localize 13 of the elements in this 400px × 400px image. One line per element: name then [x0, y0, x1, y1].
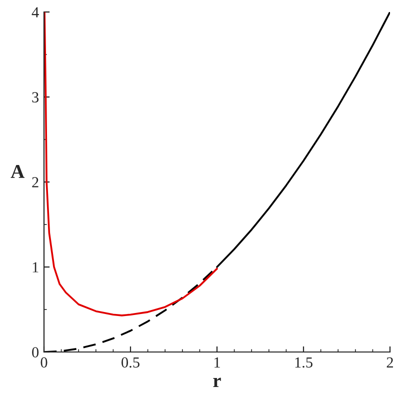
line-series — [44, 12, 218, 316]
y-tick-label: 3 — [32, 92, 39, 102]
y-tick-label: 2 — [32, 177, 38, 188]
y-tick-label: 0 — [32, 347, 39, 358]
x-tick-label: 0 — [40, 357, 48, 368]
x-axis-title: r — [213, 378, 221, 387]
y-tick-label: 1 — [32, 262, 38, 272]
x-tick-label: 0.5 — [122, 357, 140, 368]
y-axis-title: A — [10, 165, 24, 178]
x-tick-label: 1.5 — [295, 357, 312, 368]
x-tick-label: 2 — [386, 357, 393, 368]
y-tick-label: 4 — [32, 7, 39, 18]
x-tick-label: 1 — [214, 357, 220, 368]
